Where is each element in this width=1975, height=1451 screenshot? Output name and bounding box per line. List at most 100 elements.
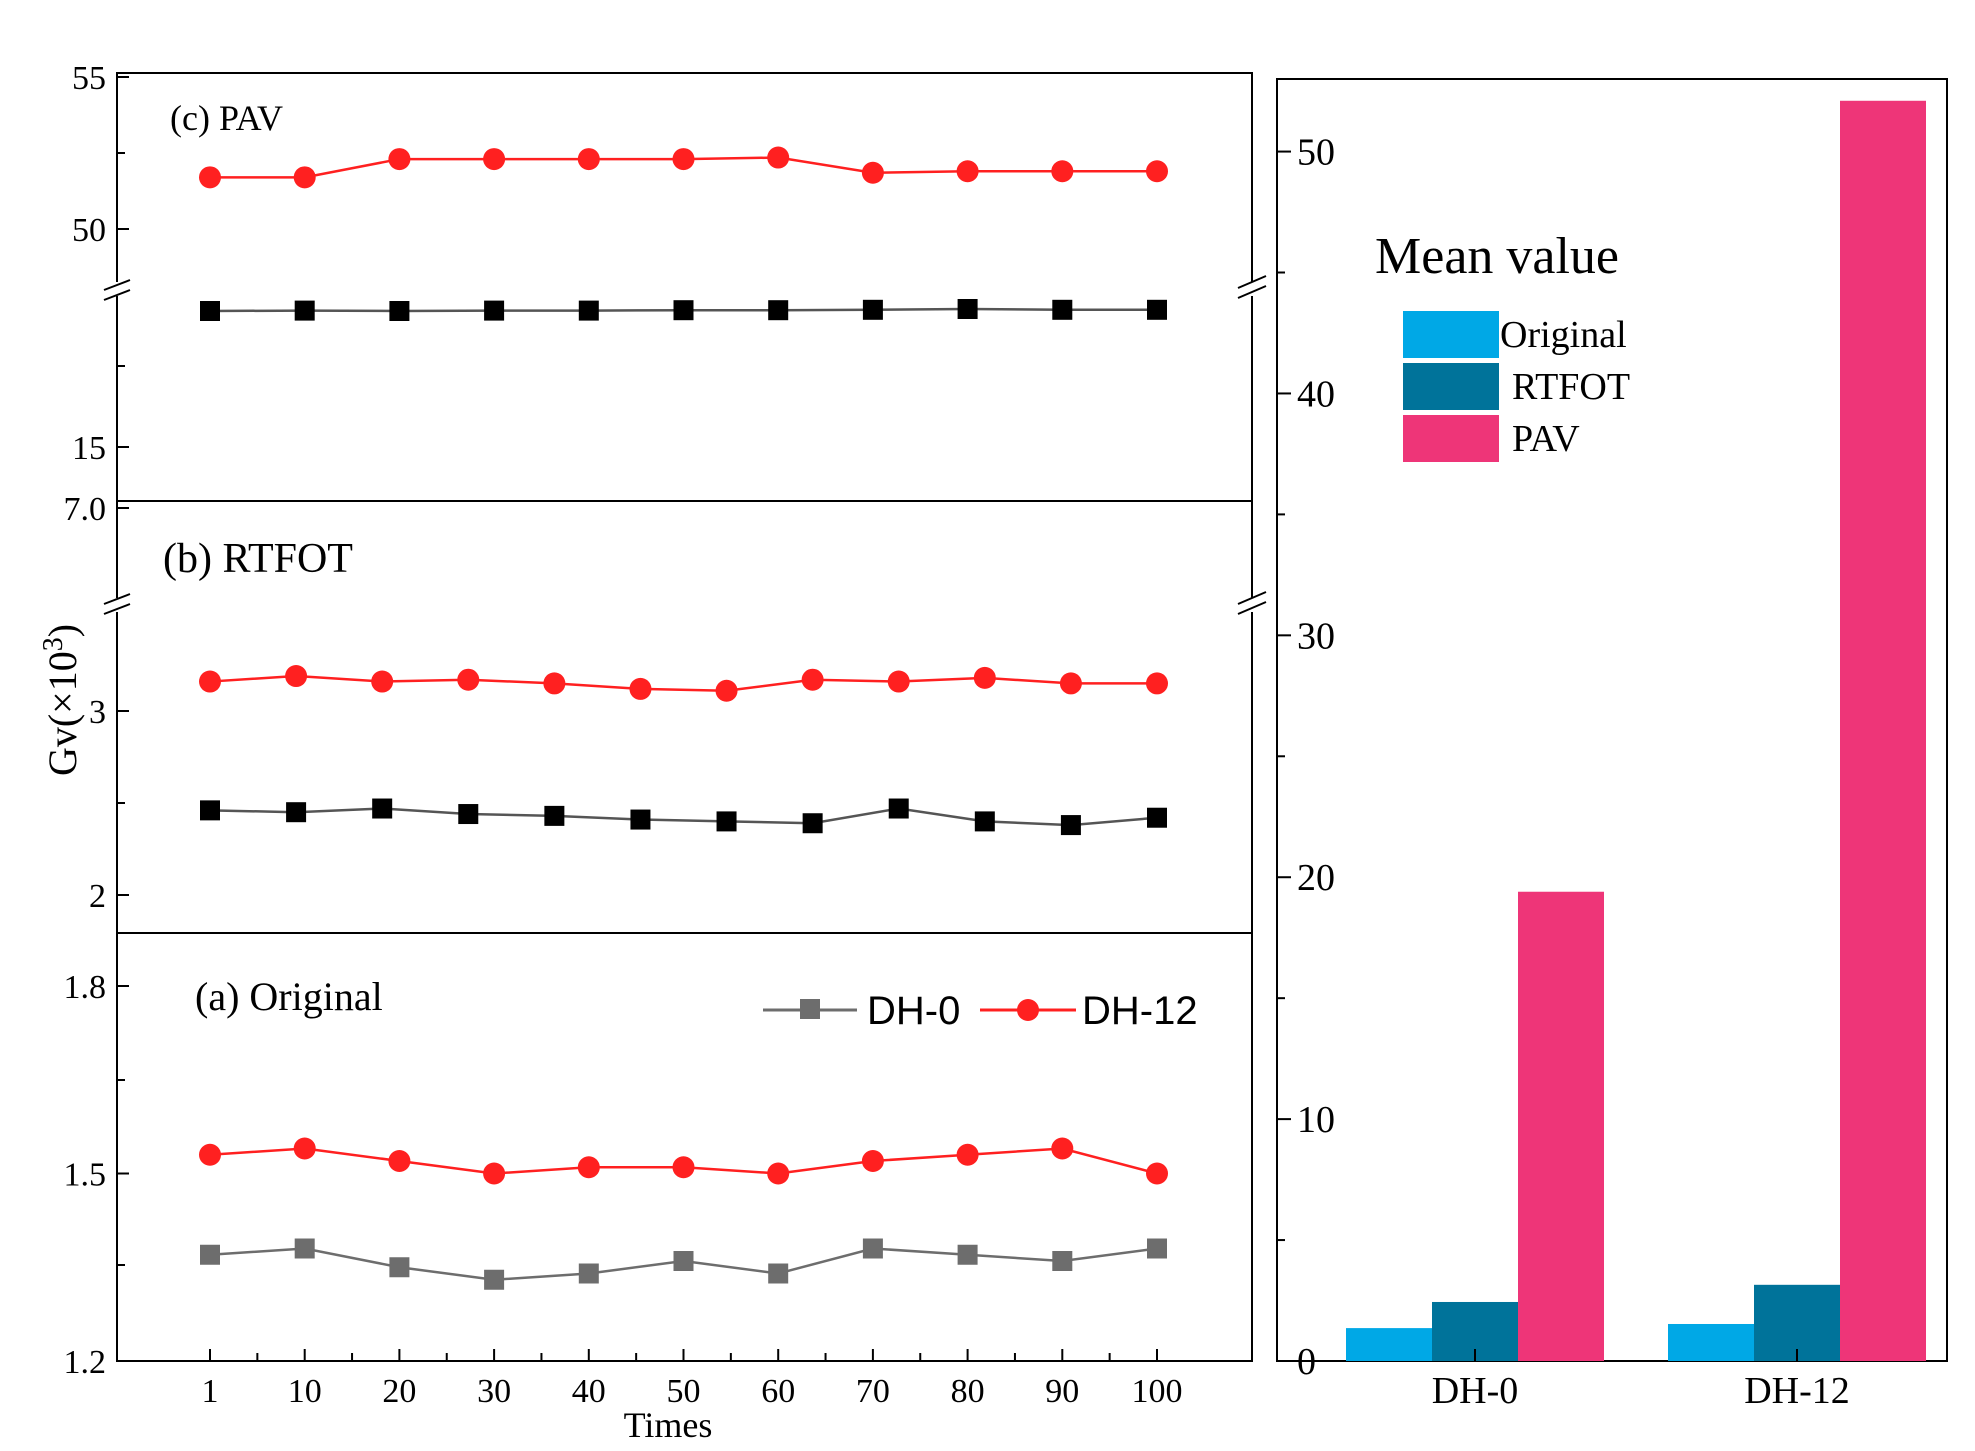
axis-break-c-right: [1237, 275, 1267, 299]
legend-dh12-label: DH-12: [1082, 989, 1198, 1033]
panel-c-ytick-label: 15: [72, 430, 106, 467]
x-axis-title: Times: [624, 1405, 713, 1445]
panel-c-dh0-point: [294, 300, 315, 321]
legend-dh0-label: DH-0: [867, 989, 960, 1033]
panel-a-title: (a) Original: [195, 974, 383, 1019]
panel-a-dh12-point: [483, 1162, 506, 1185]
axis-break-b-right: [1237, 591, 1267, 615]
panel-a-ticks: 1.2 1.5 1.8: [64, 969, 129, 1381]
panel-b-dh0-point: [1147, 807, 1167, 828]
panel-a-dh0-point: [578, 1263, 599, 1284]
panel-c-dh12-point: [483, 148, 506, 171]
panel-c-ytick-label: 55: [72, 60, 106, 97]
bar-pav-dh-12: [1840, 100, 1926, 1362]
panel-a-xtick-label: 70: [856, 1373, 890, 1410]
panel-b-dh12-point: [973, 666, 996, 689]
panel-b-ytick-label: 7.0: [64, 491, 107, 528]
panel-a-ytick-label: 1.8: [64, 969, 107, 1006]
panel-c-dh12-point: [293, 166, 316, 189]
panel-b-dh0-point: [974, 811, 995, 832]
bar-pav-dh-0: [1518, 891, 1604, 1361]
legend-dh12-marker: [1017, 999, 1039, 1021]
axis-break-b-left: [103, 593, 131, 615]
panel-b-dh0-point: [630, 809, 651, 830]
legend-original-label: Original: [1500, 314, 1627, 356]
bar-xtick-label: DH-0: [1432, 1370, 1519, 1412]
left-panels: (c) PAV (b) RTFOT (a) Original Gv(×103) …: [38, 60, 1267, 1445]
panel-b-dh12-line: [209, 674, 1157, 693]
panel-a-xtick-label: 30: [477, 1373, 511, 1410]
bar-rtfot-dh-12: [1754, 1284, 1840, 1361]
panel-a-dh0-point: [862, 1238, 883, 1259]
panel-c-dh12-point: [199, 166, 221, 189]
panel-a-dh12-point: [956, 1143, 979, 1166]
legend-dh0-marker: [800, 999, 820, 1019]
panel-b-dh0-point: [286, 802, 307, 823]
panel-b-ticks: 7.0 3 2: [64, 491, 129, 915]
axis-break-c-left: [103, 279, 131, 301]
panel-c-title: (c) PAV: [170, 98, 283, 138]
panel-b-dh12-point: [629, 677, 652, 700]
panel-b-dh0-point: [888, 798, 909, 819]
panel-c-series: [199, 146, 1168, 321]
panel-a-dh12-point: [861, 1150, 884, 1172]
panel-b-dh0-point: [544, 805, 565, 826]
panel-b-dh12-point: [801, 668, 824, 691]
panel-b-dh0-point: [200, 800, 220, 821]
panel-a-xtick-label: 90: [1045, 1373, 1079, 1410]
legend-original-swatch: [1403, 311, 1499, 358]
bar-legend: Original RTFOT PAV: [1403, 311, 1630, 462]
legend-rtfot-swatch: [1403, 363, 1499, 410]
panel-b-dh12-point: [543, 672, 566, 695]
panel-b-dh12-point: [1146, 672, 1168, 695]
panel-a-dh12-point: [672, 1156, 695, 1179]
panel-b-series: [199, 665, 1168, 836]
bar-ytick-label: 20: [1297, 857, 1335, 899]
panel-a-ytick-label: 1.2: [64, 1344, 107, 1381]
bar-ytick-label: 0: [1297, 1341, 1316, 1383]
panel-a-dh0-point: [957, 1244, 978, 1265]
panel-b-title: (b) RTFOT: [163, 536, 353, 582]
panel-a-dh0-point: [484, 1269, 505, 1290]
panel-a-xtick-label: 60: [761, 1373, 795, 1410]
bar-original-dh-0: [1346, 1328, 1432, 1361]
panel-c-dh0-point: [862, 299, 883, 320]
panel-c-dh0-point: [484, 300, 505, 321]
panel-a-xtick-label: 80: [951, 1373, 985, 1410]
panel-c-dh12-point: [672, 148, 695, 171]
bar-chart-title: Mean value: [1375, 228, 1619, 285]
panel-c-dh12-point: [577, 148, 600, 171]
y-axis-title: Gv(×103): [38, 624, 85, 776]
panel-a-dh0-point: [294, 1238, 315, 1259]
panel-a-dh12-point: [1146, 1162, 1168, 1185]
panel-c-dh12-point: [1051, 160, 1074, 183]
legend-panel-a: DH-0 DH-12: [763, 989, 1198, 1033]
panel-a-dh0-point: [1052, 1251, 1073, 1271]
panel-b-dh12-point: [1059, 672, 1082, 695]
panel-a-dh0-point: [768, 1263, 789, 1284]
bar-ytick-label: 40: [1297, 373, 1335, 415]
panel-a-dh0-point: [389, 1257, 410, 1278]
bar-chart-bars: [1346, 100, 1926, 1362]
legend-rtfot-label: RTFOT: [1512, 366, 1630, 408]
panel-b-dh0-point: [802, 813, 823, 834]
panel-c-dh0-point: [578, 300, 599, 321]
bar-chart-x-ticks: DH-0 DH-12: [1432, 1349, 1850, 1412]
panel-a-xtick-label: 50: [667, 1373, 701, 1410]
bar-chart-y-ticks: 0 10 20 30 40 50: [1277, 132, 1335, 1383]
panel-a-dh0-point: [673, 1251, 694, 1271]
panel-c-dh0-point: [768, 300, 789, 321]
bar-ytick-label: 10: [1297, 1099, 1335, 1141]
panel-a-x-ticks: 1 10 20 30 40 50 60 70 80 90 100: [202, 1349, 1183, 1410]
bar-original-dh-12: [1668, 1323, 1754, 1361]
panel-b-dh0-point: [1060, 815, 1081, 836]
panel-b-dh0-line: [209, 807, 1158, 827]
panel-c-dh0-point: [957, 299, 978, 319]
panel-a-ytick-label: 1.5: [64, 1157, 107, 1194]
panel-b-dh0-point: [458, 804, 479, 825]
panel-b-dh0-point: [716, 811, 737, 832]
panel-a-xtick-label: 100: [1132, 1373, 1183, 1410]
panel-a-xtick-label: 1: [202, 1373, 219, 1410]
